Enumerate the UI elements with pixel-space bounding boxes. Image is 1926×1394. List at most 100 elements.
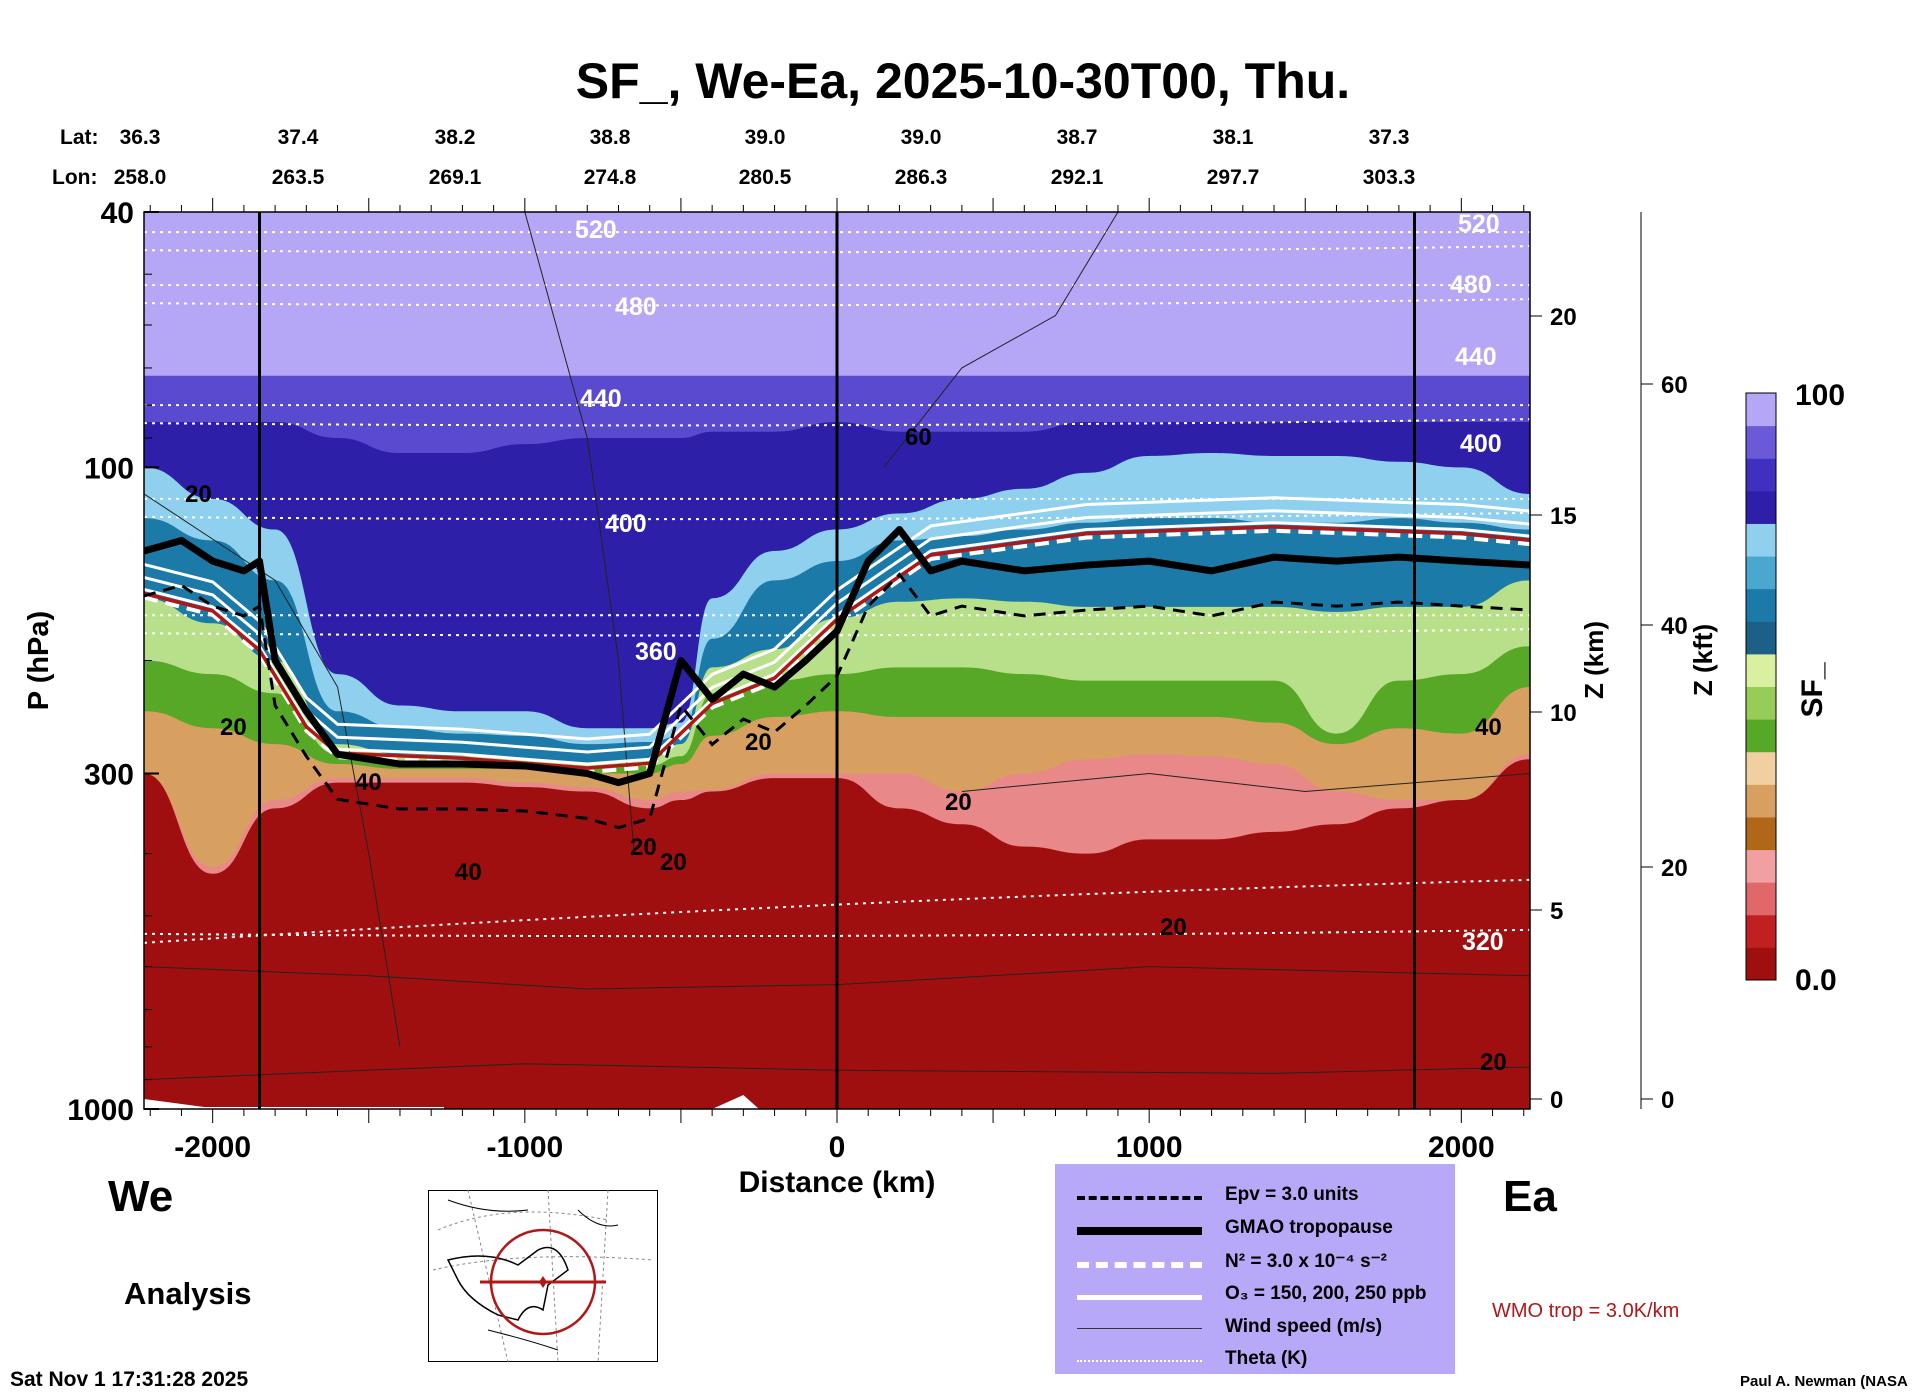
zkft-tick-label: 40 [1661,613,1688,640]
colorbar-swatch [1746,523,1776,557]
x-tick-label: 0 [829,1131,846,1164]
n2-contour [144,528,1530,775]
plot-layers [144,212,1530,1109]
x-tick-label: 2000 [1428,1131,1495,1164]
y-tick-label: 1000 [67,1094,134,1127]
zkm-axis-label: Z (km) [1579,621,1609,699]
y-tick-label: 100 [84,452,134,485]
wind-speed-contour [524,212,635,854]
lat-value: 38.1 [1212,126,1254,149]
theta-label: 360 [635,638,677,666]
lat-value: 37.4 [277,126,319,149]
zkft-axis-label: Z (kft) [1688,624,1718,696]
lat-value: 37.3 [1368,126,1410,149]
x-tick-label: 1000 [1116,1131,1183,1164]
wmo-tropopause-line [144,525,1530,770]
chart-title: SF_, We-Ea, 2025-10-30T00, Thu. [575,53,1351,109]
zkft-tick-label: 20 [1661,855,1688,882]
lat-value: 36.3 [119,126,161,149]
theta-label: 320 [1462,928,1504,956]
wind-speed-label: 20 [1160,914,1187,941]
lon-value: 274.8 [583,166,637,189]
wind-speed-contour [883,212,1119,468]
wind-speed-label: 20 [1480,1049,1507,1076]
lon-value: 258.0 [113,166,167,189]
legend-gmao-tropopause: GMAO tropopause [1055,1215,1455,1245]
wind-speed-label: 20 [945,789,972,816]
wind-speed-label: 20 [660,849,687,876]
colorbar-swatch [1746,914,1776,948]
legend-wind-speed: Wind speed (m/s) [1055,1314,1455,1344]
wind-speed-label: 60 [905,424,932,451]
theta-label: 480 [615,293,657,321]
zkft-tick-label: 0 [1661,1087,1674,1114]
lat-value: 38.2 [434,126,476,149]
ozone-contour [144,521,1530,766]
colorbar-swatch [1746,588,1776,622]
colorbar-frame [1745,392,1777,981]
zkm-tick-label: 10 [1550,700,1577,727]
wind-speed-label: 20 [745,729,772,756]
legend-epv: Epv = 3.0 units [1055,1182,1455,1212]
legend-n2: N² = 3.0 x 10⁻⁴ s⁻² [1055,1248,1455,1278]
colorbar-swatch [1746,784,1776,818]
colorbar-swatch [1746,751,1776,785]
colorbar-swatch [1746,490,1776,524]
wind-speed-label: 20 [630,834,657,861]
legend-theta: Theta (K) [1055,1346,1455,1376]
zkm-tick-label: 20 [1550,304,1577,331]
theta-label: 440 [1455,343,1497,371]
colorbar-swatch [1746,653,1776,687]
lon-value: 263.5 [271,166,325,189]
theta-label: 400 [605,510,647,538]
zkm-tick-label: 15 [1550,503,1577,530]
zkft-tick-label: 60 [1661,372,1688,399]
colorbar-swatch [1746,816,1776,851]
colorbar-label: SF_ [1796,662,1829,717]
colorbar-swatch [1746,849,1776,883]
lat-value: 39.0 [900,126,942,149]
wind-speed-label: 20 [185,481,212,508]
colorbar-min-label: 0.0 [1795,964,1837,997]
colorbar-swatch [1746,882,1776,916]
wmo-trop-label: WMO trop = 3.0K/km [1492,1300,1680,1322]
west-label: We [108,1172,174,1221]
colorbar-swatch [1746,458,1776,492]
theta-label: 400 [1460,430,1502,458]
y-tick-label: 40 [101,197,134,230]
theta-label: 520 [575,216,617,244]
wind-speed-label: 40 [355,769,382,796]
location-map-inset [428,1190,658,1362]
gmao-tropopause-line [144,526,1530,787]
colorbar-swatch [1746,719,1776,753]
theta-label: 440 [580,385,622,413]
colorbar-swatch [1746,621,1776,655]
x-axis-label: Distance (km) [739,1166,936,1199]
lon-value: 303.3 [1362,166,1416,189]
legend: Epv = 3.0 units GMAO tropopause N² = 3.0… [1055,1164,1455,1374]
epv-contour [144,572,1530,830]
x-tick-label: -2000 [174,1131,251,1164]
wind-speed-label: 40 [455,859,482,886]
wind-speed-contour [144,966,1530,990]
wind-speed-contour [144,493,401,1047]
timestamp: Sat Nov 1 17:31:28 2025 [10,1368,249,1391]
credit: Paul A. Newman (NASA [1740,1373,1908,1390]
lon-value: 280.5 [738,166,792,189]
ozone-contour [144,496,1530,741]
wind-speed-contour [961,772,1530,792]
colorbar-swatch [1746,393,1776,427]
lon-value: 292.1 [1050,166,1104,189]
lon-value: 269.1 [428,166,482,189]
lat-value: 39.0 [744,126,786,149]
wind-speed-label: 40 [1475,714,1502,741]
east-label: Ea [1503,1172,1557,1221]
colorbar-swatch [1746,686,1776,720]
lat-label: Lat: [60,126,99,149]
colorbar-swatch [1746,947,1776,981]
colorbar-swatch [1746,556,1776,590]
lon-value: 297.7 [1206,166,1260,189]
theta-label: 520 [1458,210,1500,238]
